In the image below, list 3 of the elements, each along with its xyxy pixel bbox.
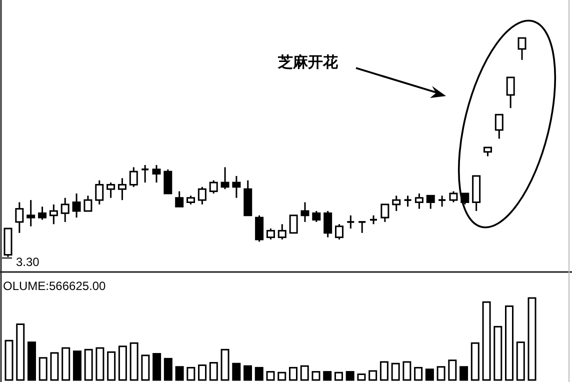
annotation: 3.30 (16, 255, 40, 269)
annotation: 芝麻开花 (277, 53, 339, 71)
chart-title: OLUME:566625.00 (3, 279, 106, 293)
